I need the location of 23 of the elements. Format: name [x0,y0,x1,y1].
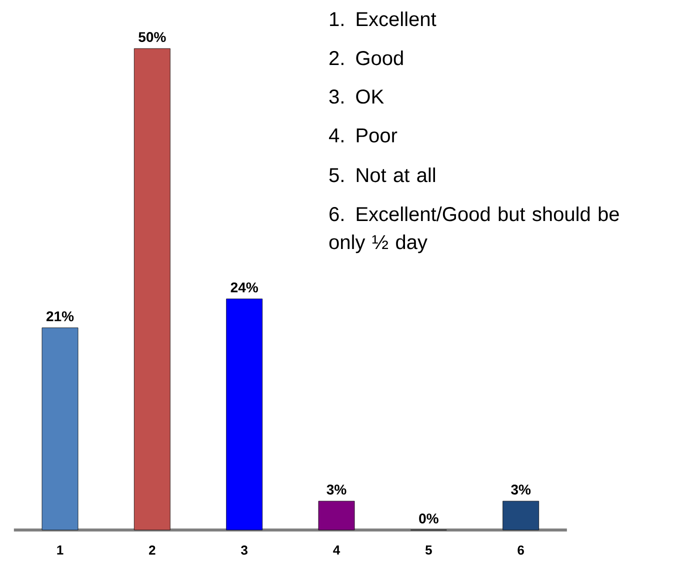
annotation: 6. Excellent/Good but should be only ½ day [329,206,619,254]
annotation: 2. Good [330,50,403,66]
x-tick-label: 4 [333,546,340,554]
data-label: 50% [138,32,166,42]
x-tick-label: 6 [518,546,524,555]
bar [42,328,78,530]
annotation: 5. Not at all [329,168,435,182]
bar [318,500,355,530]
data-label: 24% [230,282,258,292]
bar [226,298,263,530]
data-label: 3% [511,484,531,495]
x-tick-label: 1 [57,546,64,554]
annotation: 4. Poor [328,128,398,142]
data-label: 3% [326,484,346,495]
x-tick-label: 5 [425,546,432,555]
x-tick-label: 3 [241,546,248,555]
data-label: 0% [419,514,438,524]
text: 1. Excellent [330,12,436,26]
x-tick-label: 2 [149,546,156,555]
bar [502,500,540,530]
data-label: 21% [46,311,74,322]
annotation: 3. OK [329,90,384,104]
bar [134,48,170,530]
